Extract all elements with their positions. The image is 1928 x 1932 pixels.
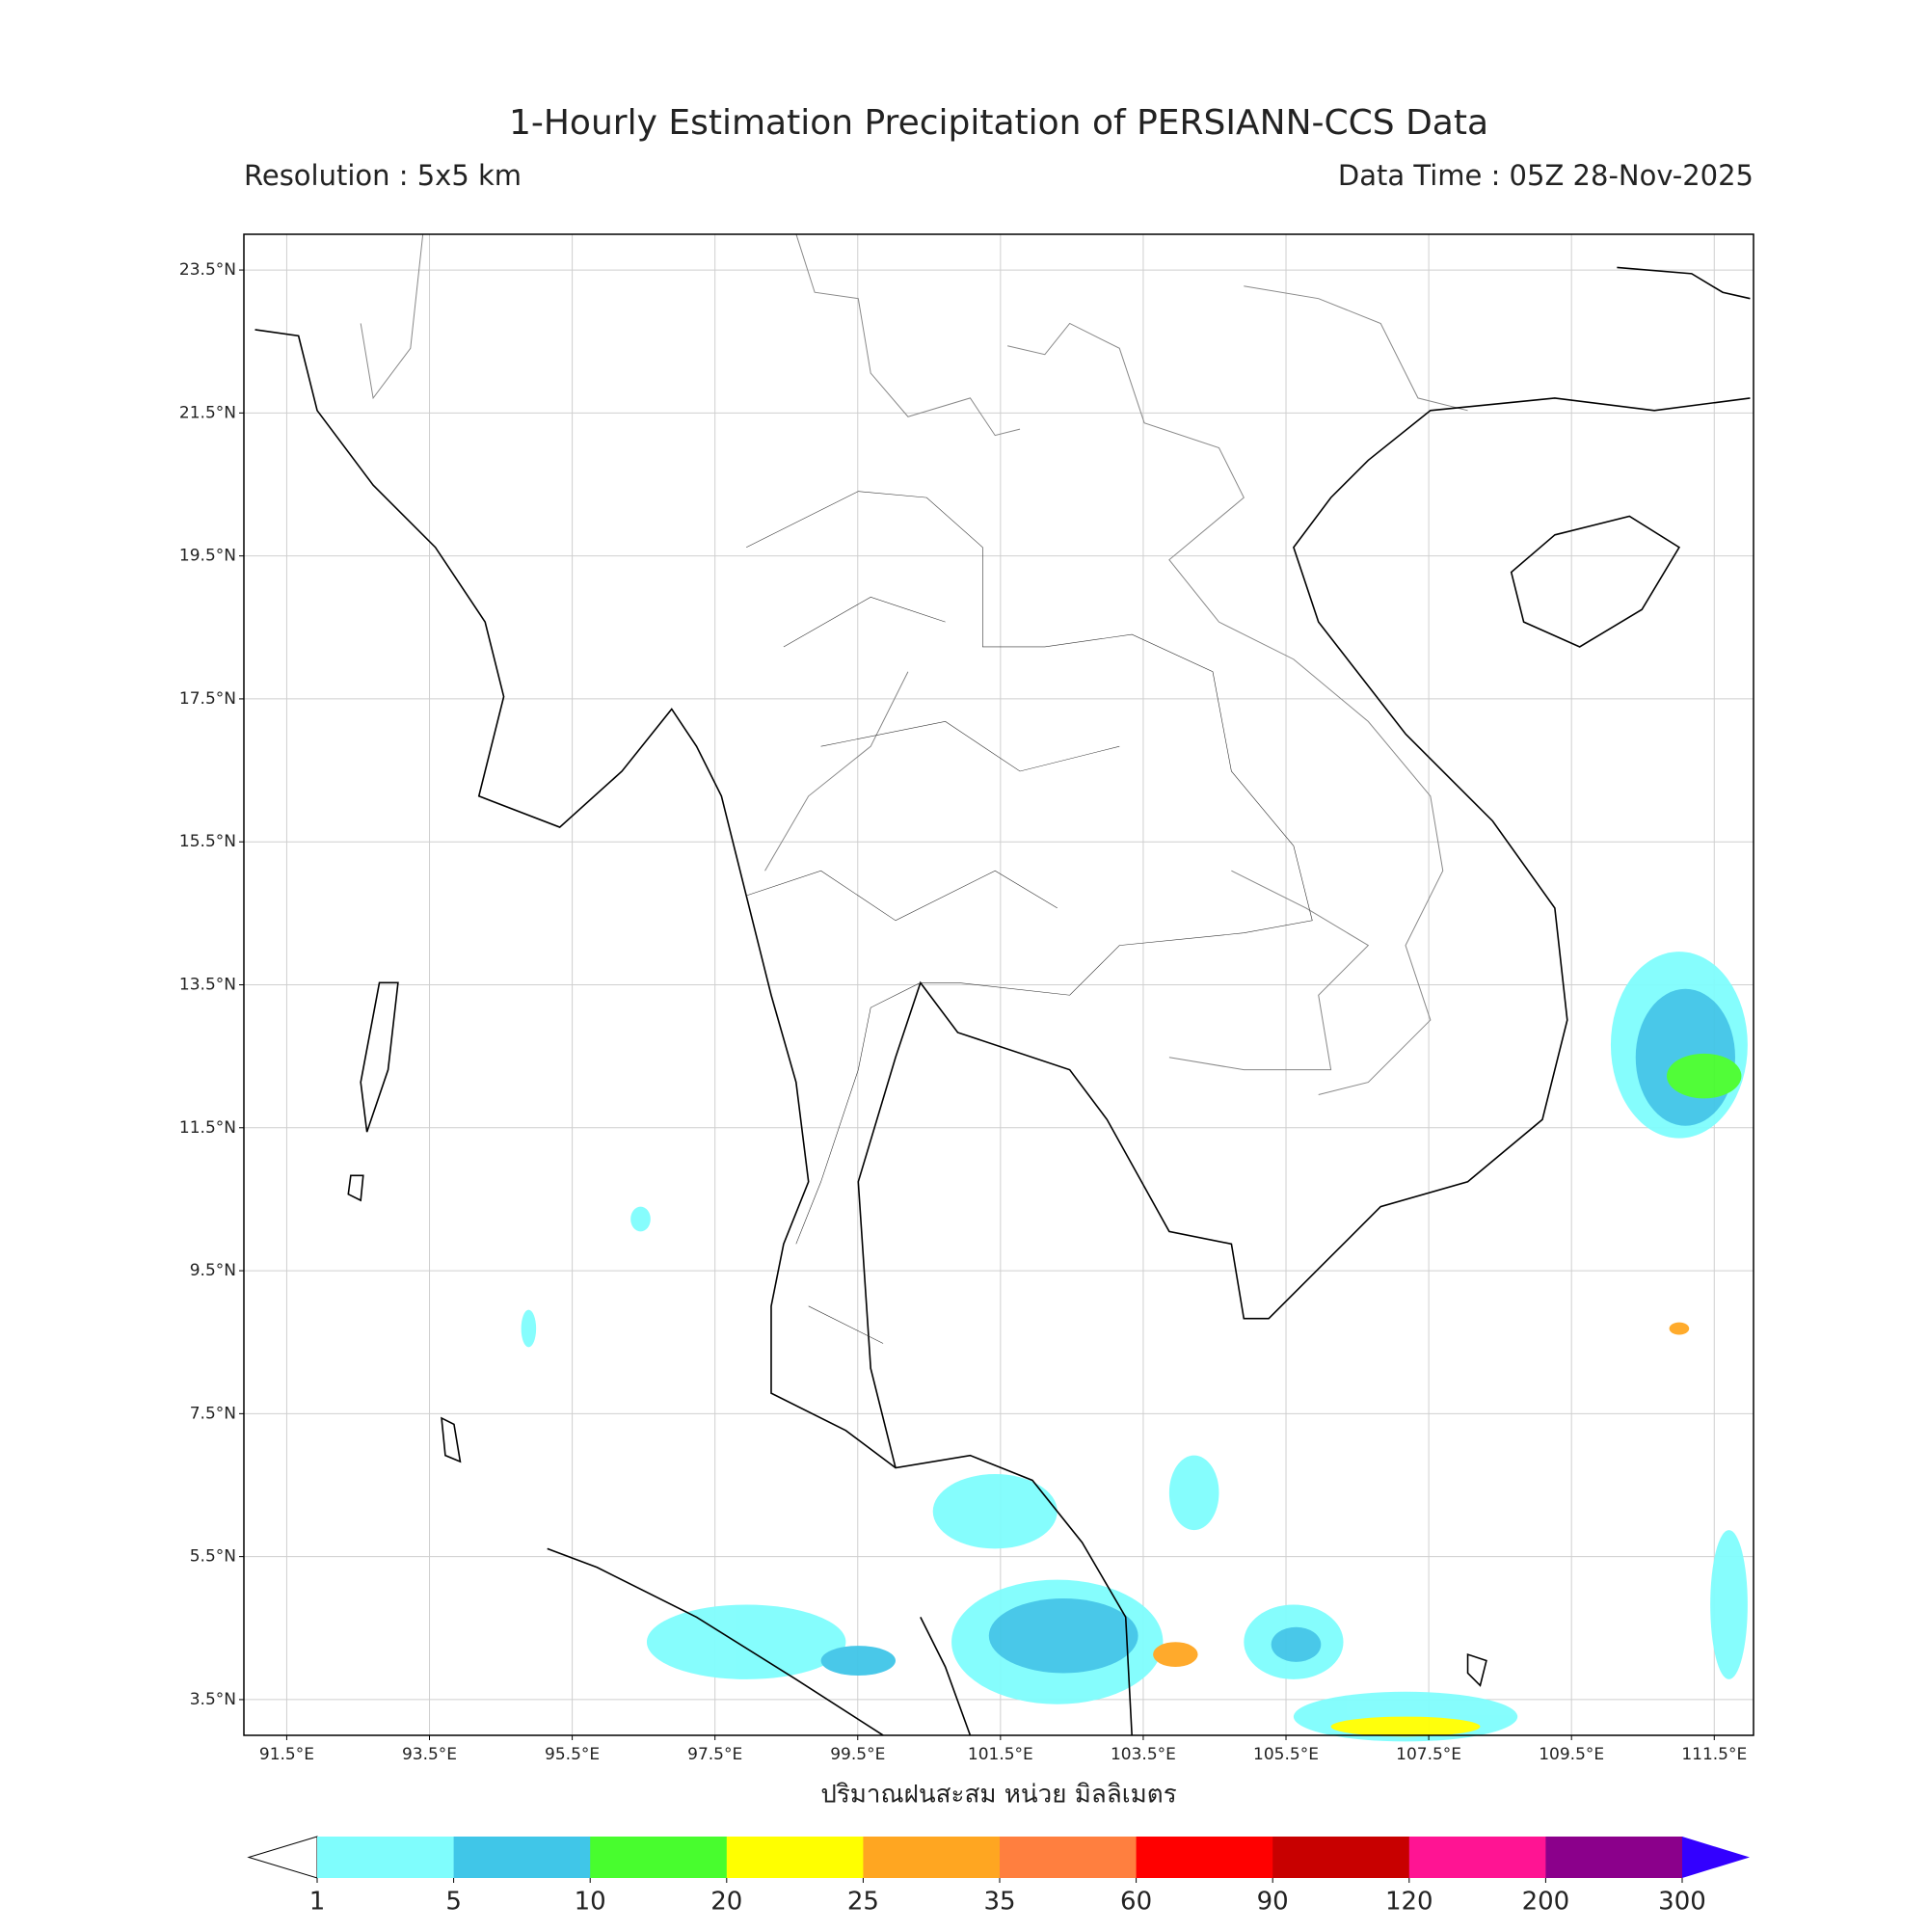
colorbar-tick-label: 1 — [309, 1888, 326, 1917]
colorbar-box — [1545, 1837, 1683, 1878]
colorbar-box — [863, 1837, 1001, 1878]
title: 1-Hourly Estimation Precipitation of PER… — [509, 103, 1488, 143]
colorbar-over — [1682, 1837, 1750, 1878]
colorbar-tick-label: 300 — [1658, 1888, 1706, 1917]
map-shapes — [255, 234, 1751, 1742]
colorbar-tick-label: 90 — [1257, 1888, 1289, 1917]
lon-tick-label: 97.5°E — [687, 1745, 742, 1764]
colorbar-box — [453, 1837, 591, 1878]
lat-tick-label: 3.5°N — [190, 1690, 236, 1709]
colorbar-tick-label: 200 — [1522, 1888, 1570, 1917]
lat-tick-label: 19.5°N — [179, 547, 236, 566]
colorbar-tick-label: 20 — [710, 1888, 742, 1917]
colorbar-tick-label: 10 — [575, 1888, 606, 1917]
colorbar-tick-label: 120 — [1385, 1888, 1433, 1917]
colorbar-box — [1408, 1837, 1546, 1878]
lon-tick-label: 99.5°E — [830, 1745, 885, 1764]
lon-tick-label: 103.5°E — [1111, 1745, 1176, 1764]
grid — [244, 234, 1754, 1735]
resolution: Resolution : 5x5 km — [244, 159, 522, 192]
x-axis-label: ปริมาณฝนสะสม หน่วย มิลลิเมตร — [820, 1781, 1176, 1810]
lon-tick-label: 91.5°E — [259, 1745, 314, 1764]
data-time: Data Time : 05Z 28-Nov-2025 — [1338, 159, 1754, 192]
rain — [521, 952, 1748, 1742]
lon-tick-label: 111.5°E — [1681, 1745, 1747, 1764]
colorbar-tick-label: 60 — [1120, 1888, 1152, 1917]
colorbar-tick-label: 5 — [445, 1888, 462, 1917]
colorbar-box — [317, 1837, 455, 1878]
lat-tick-label: 21.5°N — [179, 403, 236, 422]
lon-tick-label: 95.5°E — [545, 1745, 600, 1764]
colorbar-under — [247, 1836, 318, 1879]
colorbar-tick-label: 25 — [847, 1888, 879, 1917]
colorbar-tick-label: 35 — [983, 1888, 1015, 1917]
lat-tick-label: 17.5°N — [179, 689, 236, 709]
colorbar-box — [1272, 1837, 1410, 1878]
colorbar-box — [726, 1837, 864, 1878]
colorbar-box — [1000, 1837, 1138, 1878]
lat-tick-label: 23.5°N — [179, 260, 236, 280]
lat-tick-label: 13.5°N — [179, 976, 236, 995]
lon-tick-label: 105.5°E — [1253, 1745, 1319, 1764]
lon-tick-label: 101.5°E — [968, 1745, 1033, 1764]
lat-tick-label: 5.5°N — [190, 1547, 236, 1567]
lon-tick-label: 109.5°E — [1539, 1745, 1604, 1764]
lon-tick-label: 93.5°E — [402, 1745, 457, 1764]
lon-tick-label: 107.5°E — [1396, 1745, 1461, 1764]
colorbar-box — [1136, 1837, 1273, 1878]
lat-tick-label: 15.5°N — [179, 832, 236, 851]
lat-tick-label: 7.5°N — [190, 1404, 236, 1423]
lat-tick-label: 9.5°N — [190, 1261, 236, 1280]
lat-tick-label: 11.5°N — [179, 1118, 236, 1138]
colorbar-box — [590, 1837, 728, 1878]
colorbar: 1 5 10 20 25 35 60 90 120 200 300 — [247, 1836, 1750, 1917]
